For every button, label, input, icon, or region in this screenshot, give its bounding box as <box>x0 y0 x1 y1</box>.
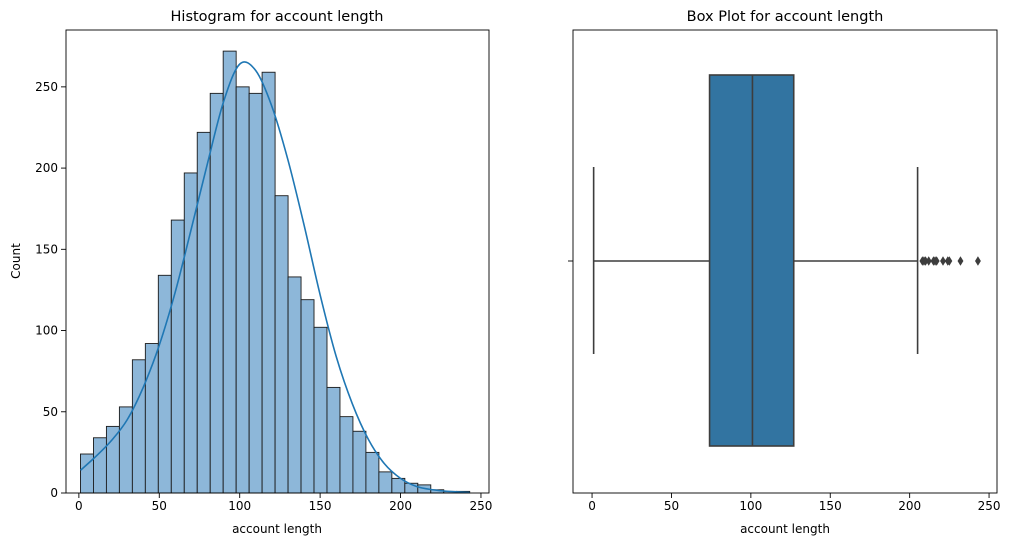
histogram-frame <box>65 29 490 494</box>
boxplot-x-ticks: 0 50 100 150 200 250 <box>588 493 1001 513</box>
histogram-bar <box>93 437 107 494</box>
histogram-bar <box>274 195 289 494</box>
histogram-title: Histogram for account length <box>171 9 384 25</box>
histogram-x-tick-label: 200 <box>389 499 412 513</box>
boxplot-title: Box Plot for account length <box>687 9 884 25</box>
boxplot-x-tick-label: 200 <box>898 499 921 513</box>
histogram-y-tick-label: 0 <box>50 486 58 500</box>
boxplot-frame <box>572 29 998 494</box>
histogram-x-tick-label: 150 <box>309 499 332 513</box>
boxplot-outlier <box>946 256 953 266</box>
histogram-bar <box>261 71 276 494</box>
histogram-y-tick-label: 150 <box>35 242 58 256</box>
histogram-y-tick-label: 200 <box>35 161 58 175</box>
histogram-x-ticks: 0 50 100 150 200 250 <box>75 493 492 513</box>
histogram-bar <box>196 131 211 494</box>
boxplot-x-tick-label: 100 <box>739 499 762 513</box>
boxplot-outlier <box>957 256 964 266</box>
histogram-bar <box>131 359 146 494</box>
boxplot-outlier <box>933 256 940 266</box>
boxplot-outlier <box>925 256 932 266</box>
histogram-bar <box>118 406 133 494</box>
histogram-bar <box>300 299 315 494</box>
histogram-x-tick-label: 250 <box>470 499 493 513</box>
histogram-x-tick-label: 50 <box>152 499 167 513</box>
boxplot-x-axis-label: account length <box>740 522 830 536</box>
boxplot-panel: Box Plot for account length 0 50 100 150 200… <box>568 9 1001 536</box>
histogram-y-axis-label: Count <box>9 243 23 279</box>
histogram-bar <box>339 416 354 494</box>
histogram-bar <box>313 326 328 494</box>
histogram-bar <box>378 471 393 494</box>
histogram-x-tick-label: 0 <box>75 499 83 513</box>
histogram-bar <box>326 386 341 494</box>
boxplot-x-tick-label: 0 <box>588 499 596 513</box>
histogram-bar <box>248 92 263 494</box>
histogram-x-tick-label: 100 <box>228 499 251 513</box>
boxplot-x-tick-label: 250 <box>978 499 1001 513</box>
boxplot-outlier <box>975 256 981 266</box>
boxplot-x-tick-label: 50 <box>664 499 679 513</box>
histogram-bar <box>170 219 185 494</box>
histogram-bar <box>235 86 250 494</box>
boxplot-outlier <box>922 256 929 266</box>
histogram-bar <box>157 274 172 494</box>
histogram-y-ticks: 0 50 100 150 200 250 <box>35 80 66 500</box>
histogram-bar <box>105 425 120 494</box>
histogram-bar <box>209 92 224 494</box>
histogram-bar <box>352 430 367 494</box>
histogram-y-tick-label: 100 <box>35 324 58 338</box>
histogram-y-tick-label: 50 <box>43 405 58 419</box>
histogram-x-axis-label: account length <box>232 522 322 536</box>
histogram-y-tick-label: 250 <box>35 80 58 94</box>
boxplot-shapes <box>592 74 981 447</box>
histogram-bar <box>365 451 380 494</box>
histogram-kde-line <box>79 61 470 494</box>
boxplot-x-tick-label: 150 <box>819 499 842 513</box>
histogram-bar <box>183 172 198 494</box>
histogram-panel: Histogram for account length 0 50 100 150 20… <box>9 9 492 536</box>
histogram-bar <box>287 276 302 494</box>
histogram-bar <box>222 50 237 494</box>
boxplot-outlier <box>940 256 946 266</box>
